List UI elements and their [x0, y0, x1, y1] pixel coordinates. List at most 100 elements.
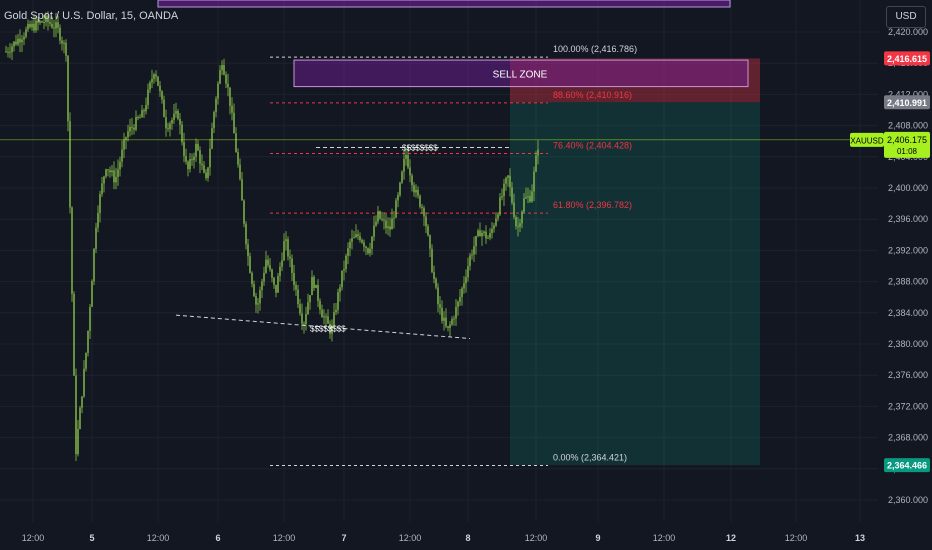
candle-body	[45, 15, 47, 22]
candle-body	[287, 239, 289, 257]
candle-body	[285, 239, 287, 242]
candle-body	[247, 244, 249, 257]
candle-body	[397, 194, 399, 201]
candle-body	[517, 226, 519, 228]
candle-body	[185, 155, 187, 162]
candle-body	[467, 265, 469, 278]
candle-body	[149, 82, 151, 90]
x-tick-label: 9	[595, 533, 600, 543]
candle-body	[355, 234, 357, 238]
candle-body	[305, 314, 307, 325]
candle-body	[161, 91, 163, 100]
short-position-target-zone[interactable]	[510, 102, 760, 466]
candle-body	[511, 187, 513, 203]
candle-body	[129, 126, 131, 132]
candle-body	[83, 368, 85, 397]
y-tick-label: 2,412.000	[888, 89, 928, 99]
y-tick-label: 2,420.000	[888, 27, 928, 37]
candle-body	[279, 266, 281, 277]
candle-body	[507, 175, 509, 178]
currency-button[interactable]: USD	[886, 6, 926, 28]
candle-body	[387, 226, 389, 229]
candle-body	[411, 175, 413, 186]
candle-body	[223, 65, 225, 75]
candle-body	[299, 304, 301, 314]
candle-body	[443, 317, 445, 321]
short-position-risk-zone[interactable]	[510, 58, 760, 103]
candle-body	[79, 407, 81, 429]
y-tick-label: 2,392.000	[888, 245, 928, 255]
candle-body	[213, 112, 215, 129]
sell-zone-box[interactable]	[293, 59, 749, 88]
candle-body	[399, 182, 401, 195]
candle-body	[217, 83, 219, 99]
candle-body	[29, 24, 31, 28]
candle-body	[17, 38, 19, 45]
candle-body	[311, 276, 313, 296]
candle-body	[69, 121, 71, 208]
candle-body	[413, 185, 415, 193]
candle-body	[475, 236, 477, 247]
candle-body	[453, 318, 455, 320]
candle-body	[67, 55, 69, 122]
time-axis[interactable]: 12:00 5 12:00 6 12:00 7 12:00 8 12:00 9 12:00 12 12:…	[22, 533, 865, 543]
liquidity-mark-lower: $$$$$$$$	[310, 324, 346, 333]
x-tick-label: 8	[465, 533, 470, 543]
y-tick-label: 2,384.000	[888, 308, 928, 318]
candle-body	[107, 169, 109, 171]
candle-body	[485, 231, 487, 239]
candle-body	[73, 293, 75, 376]
candle-body	[331, 325, 333, 334]
candle-body	[509, 175, 511, 188]
candle-body	[7, 51, 9, 53]
candle-body	[351, 238, 353, 242]
candle-body	[147, 89, 149, 105]
candle-body	[265, 259, 267, 273]
x-tick-label: 12:00	[525, 533, 548, 543]
symbol-title[interactable]: Gold Spot / U.S. Dollar, 15, OANDA	[4, 10, 179, 22]
fib-level-label: 88.60% (2,410.916)	[553, 90, 632, 100]
candle-body	[445, 317, 447, 327]
candle-body	[77, 428, 79, 454]
candle-body	[215, 98, 217, 113]
candle-body	[369, 248, 371, 254]
candle-body	[531, 191, 533, 202]
candle-body	[63, 42, 65, 44]
candle-body	[461, 288, 463, 298]
candle-body	[337, 292, 339, 310]
candle-body	[333, 312, 335, 326]
candle-body	[117, 169, 119, 177]
y-tick-label: 2,388.000	[888, 277, 928, 287]
candle-body	[97, 213, 99, 228]
candle-body	[209, 148, 211, 168]
candle-body	[441, 307, 443, 321]
lower-liquidity-trendline[interactable]	[175, 314, 471, 340]
candle-body	[173, 113, 175, 120]
price-tag-value: 2,416.615	[887, 54, 927, 64]
candle-body	[317, 284, 319, 301]
x-tick-label: 13	[855, 533, 865, 543]
candle-body	[39, 21, 41, 23]
candle-body	[473, 246, 475, 255]
candle-body	[167, 128, 169, 130]
candle-body	[187, 161, 189, 170]
fibonacci-retracement[interactable]: 100.00% (2,416.786) 88.60% (2,410.916) 76.…	[270, 44, 637, 467]
candle-body	[375, 221, 377, 226]
candle-body	[27, 24, 29, 30]
candle-body	[495, 218, 497, 226]
y-tick-label: 2,372.000	[888, 401, 928, 411]
candle-body	[295, 284, 297, 290]
candle-body	[183, 142, 185, 156]
candle-body	[273, 277, 275, 285]
candle-body	[75, 375, 77, 454]
candle-body	[319, 300, 321, 310]
candle-body	[9, 52, 11, 54]
candle-body	[231, 105, 233, 113]
candle-body	[197, 143, 199, 151]
candle-body	[423, 207, 425, 217]
candle-body	[211, 128, 213, 149]
upper-zone-band[interactable]	[157, 0, 731, 8]
candle-body	[275, 284, 277, 293]
